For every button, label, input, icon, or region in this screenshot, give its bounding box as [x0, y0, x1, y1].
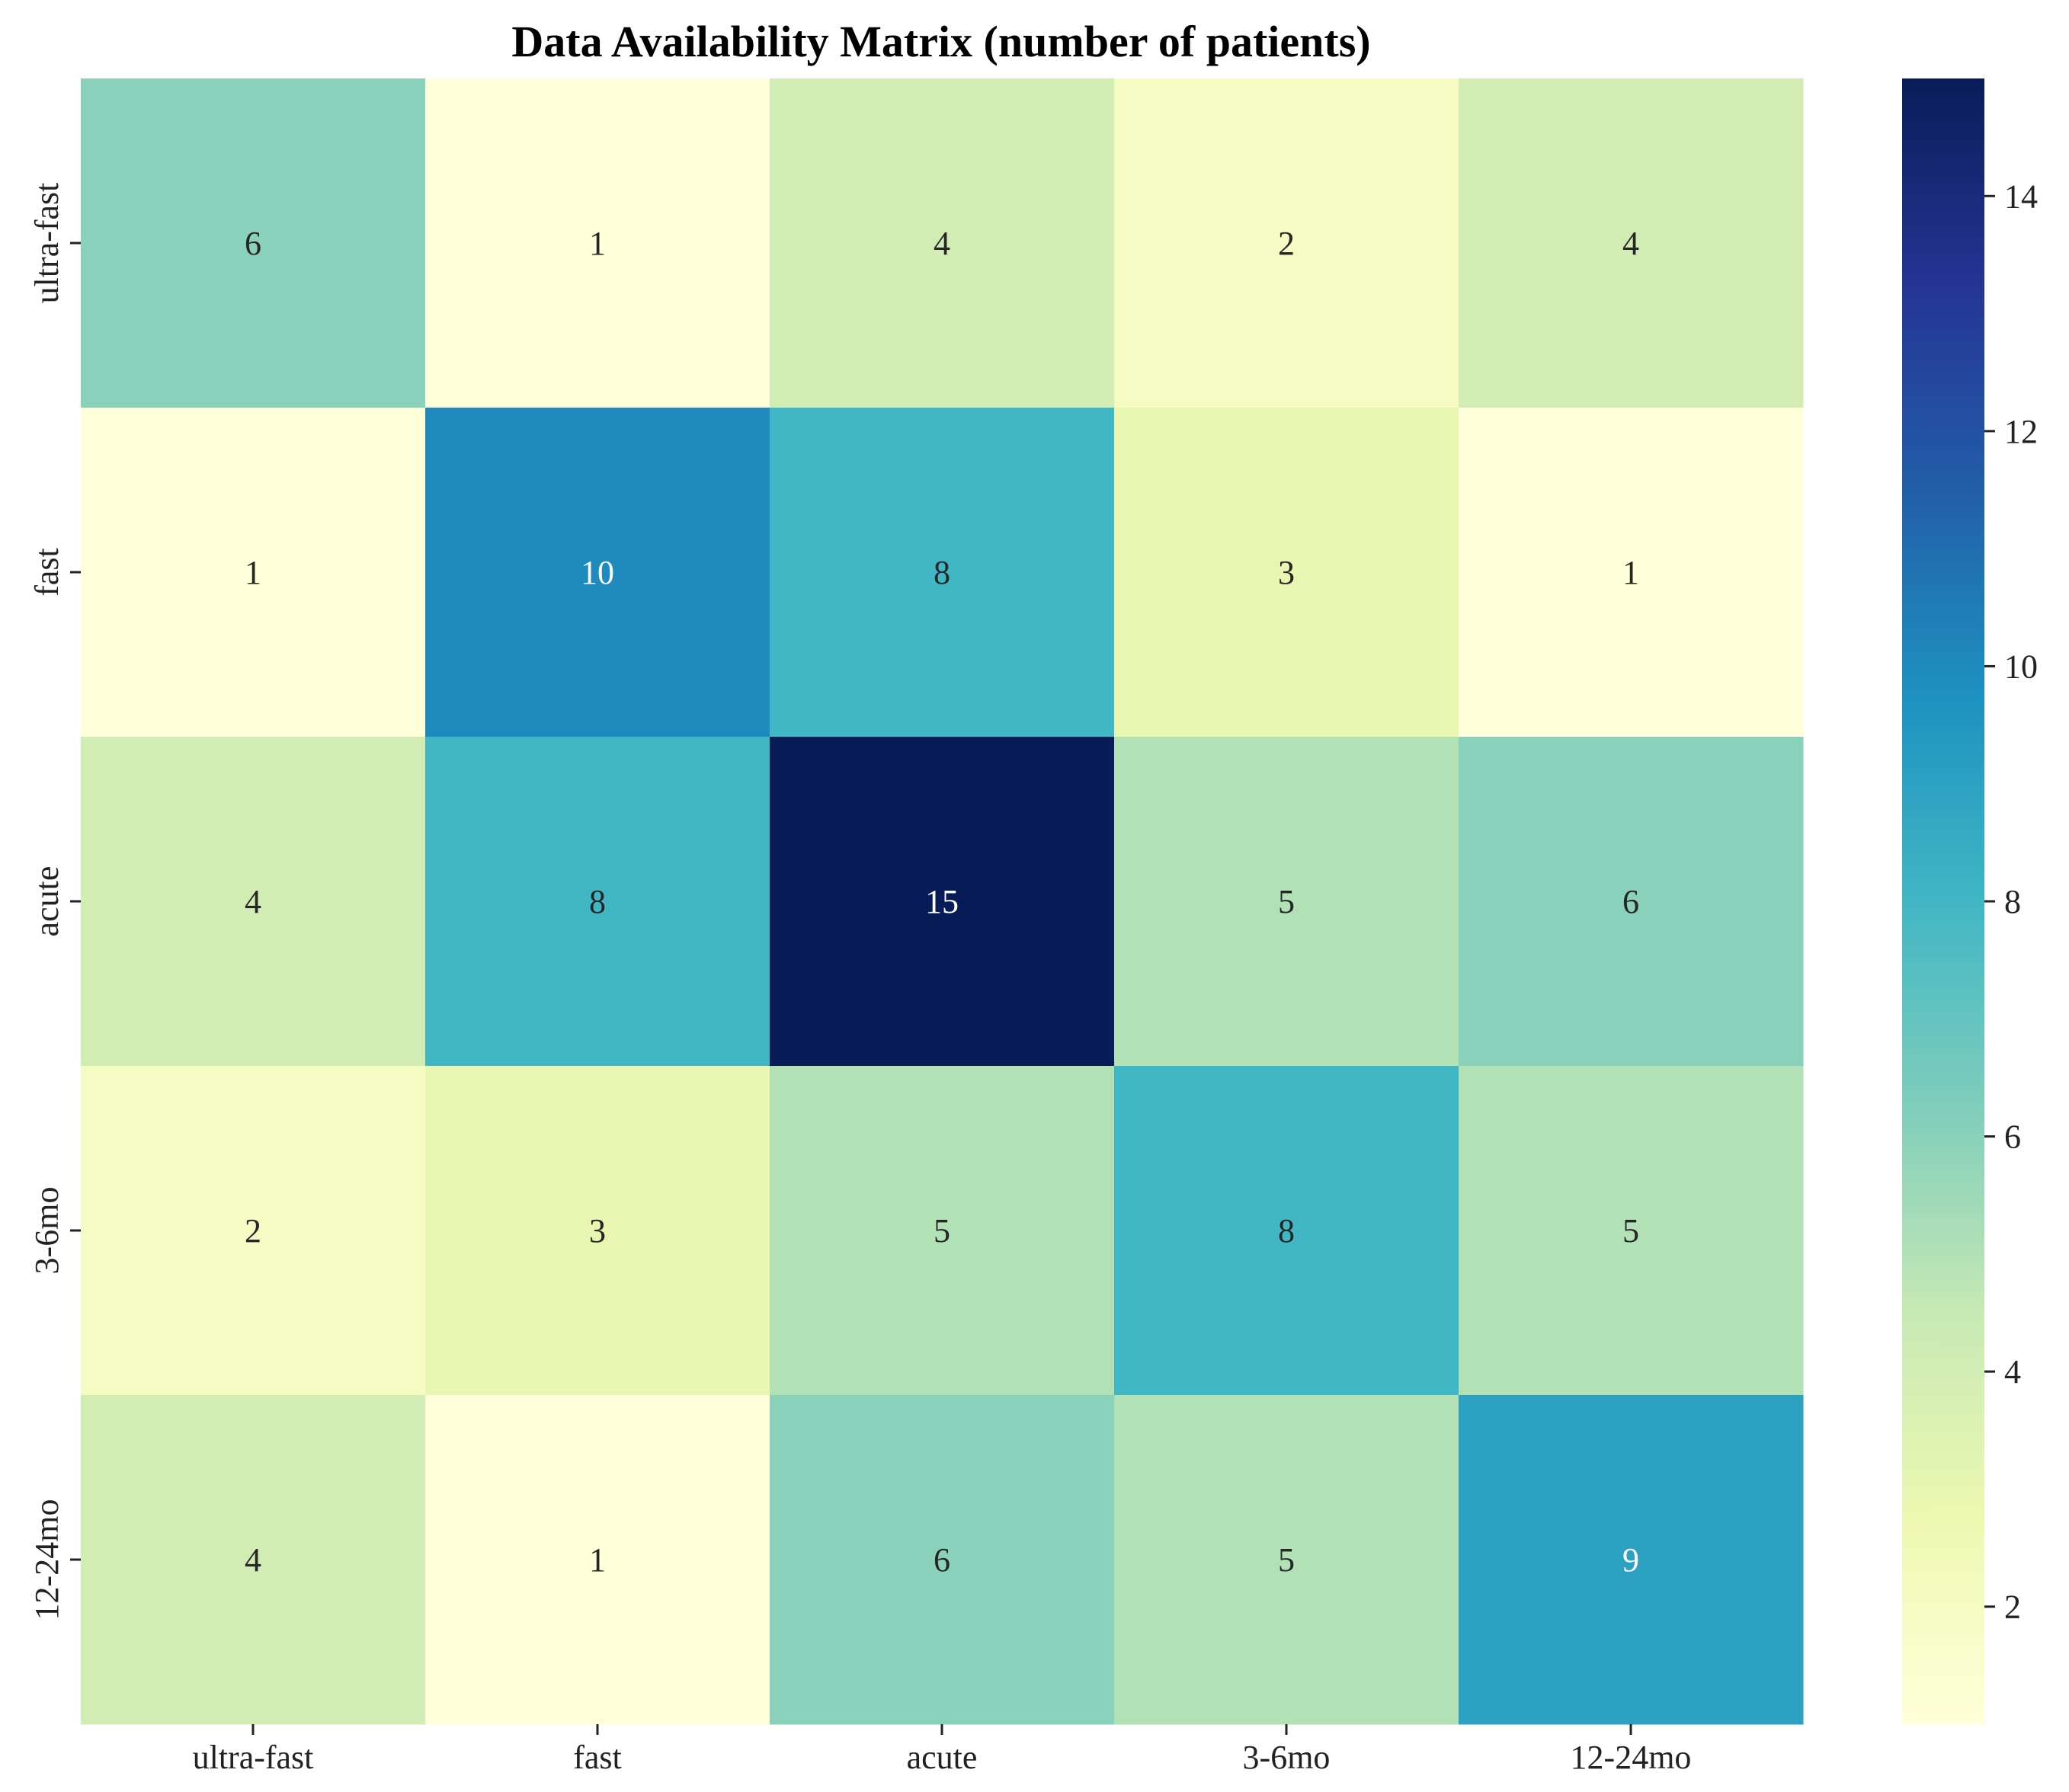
heatmap-cell: [1459, 1066, 1804, 1396]
heatmap-cell: [425, 78, 770, 408]
x-tick-label: fast: [573, 1739, 622, 1776]
heatmap-cell: [425, 408, 770, 738]
colorbar-tick-label: 12: [2004, 413, 2038, 450]
colorbar-tick-label: 4: [2004, 1353, 2021, 1390]
y-tick-label: 3-6mo: [28, 1187, 66, 1275]
x-tick-label: 12-24mo: [1571, 1739, 1692, 1776]
colorbar-tick-label: 2: [2004, 1589, 2021, 1626]
x-axis: ultra-fast fast acute 3-6mo 12-24mo: [193, 1724, 1692, 1776]
heatmap-cell: [81, 408, 426, 738]
cell-value-label: 10: [581, 554, 614, 591]
heatmap-cell: [770, 78, 1115, 408]
colorbar-tick-label: 8: [2004, 883, 2021, 920]
heatmap-grid: 6 1 4 2 4 1 10 8 3 1 4 8 15 5 6 2 3 5 8 5 4 1 6 5 9: [81, 78, 1804, 1725]
heatmap-cell: [770, 408, 1115, 738]
cell-value-label: 6: [1622, 883, 1639, 920]
heatmap-cell: [1114, 1395, 1459, 1725]
cell-value-label: 5: [1278, 883, 1295, 920]
cell-value-label: 1: [245, 554, 261, 591]
heatmap-cell: [770, 1066, 1115, 1396]
y-axis: ultra-fast fast acute 3-6mo 12-24mo: [28, 183, 81, 1621]
cell-value-label: 5: [1622, 1212, 1639, 1250]
colorbar-tick-label: 6: [2004, 1118, 2021, 1156]
heatmap-cell: [81, 1395, 426, 1725]
cell-value-label: 15: [925, 883, 959, 920]
cell-value-label: 1: [589, 225, 606, 262]
colorbar-tick-label: 14: [2004, 178, 2038, 215]
cell-value-label: 8: [1278, 1212, 1295, 1250]
cell-value-label: 5: [1278, 1541, 1295, 1579]
cell-value-label: 1: [589, 1541, 606, 1579]
x-tick-label: ultra-fast: [193, 1739, 314, 1776]
colorbar-tick-label: 10: [2004, 648, 2038, 685]
cell-value-label: 4: [245, 883, 261, 920]
x-tick-label: acute: [907, 1739, 978, 1776]
cell-value-label: 2: [245, 1212, 261, 1250]
heatmap-cell: [1114, 737, 1459, 1067]
y-tick-label: 12-24mo: [28, 1499, 66, 1621]
chart-title: Data Availability Matrix (number of pati…: [511, 17, 1370, 66]
cell-value-label: 5: [934, 1212, 950, 1250]
y-tick-label: fast: [28, 548, 66, 597]
heatmap-cell: [81, 78, 426, 408]
cell-value-label: 8: [934, 554, 950, 591]
heatmap-cell: [1459, 78, 1804, 408]
cell-value-label: 4: [245, 1541, 261, 1579]
y-tick-label: acute: [28, 866, 66, 937]
colorbar: 2 4 6 8 10 12 14: [1902, 78, 2038, 1724]
cell-value-label: 6: [934, 1541, 950, 1579]
heatmap-cell: [81, 737, 426, 1067]
colorbar-gradient: [1902, 78, 1984, 1724]
cell-value-label: 9: [1622, 1541, 1639, 1579]
cell-value-label: 2: [1278, 225, 1295, 262]
cell-value-label: 4: [934, 225, 950, 262]
heatmap-cell: [770, 1395, 1115, 1725]
heatmap-cell: [1114, 1066, 1459, 1396]
cell-value-label: 4: [1622, 225, 1639, 262]
heatmap-cell: [425, 1066, 770, 1396]
heatmap-cell: [425, 1395, 770, 1725]
cell-value-label: 3: [1278, 554, 1295, 591]
heatmap-cell: [1459, 1395, 1804, 1725]
cell-value-label: 6: [245, 225, 261, 262]
cell-value-label: 3: [589, 1212, 606, 1250]
heatmap-cell: [1459, 408, 1804, 738]
heatmap-cell: [425, 737, 770, 1067]
heatmap-cell: [1114, 78, 1459, 408]
x-tick-label: 3-6mo: [1243, 1739, 1331, 1776]
heatmap-cell: [1459, 737, 1804, 1067]
y-tick-label: ultra-fast: [28, 183, 66, 304]
heatmap-cell: [1114, 408, 1459, 738]
heatmap-cell: [81, 1066, 426, 1396]
heatmap-cell: [770, 737, 1115, 1067]
cell-value-label: 8: [589, 883, 606, 920]
cell-value-label: 1: [1622, 554, 1639, 591]
